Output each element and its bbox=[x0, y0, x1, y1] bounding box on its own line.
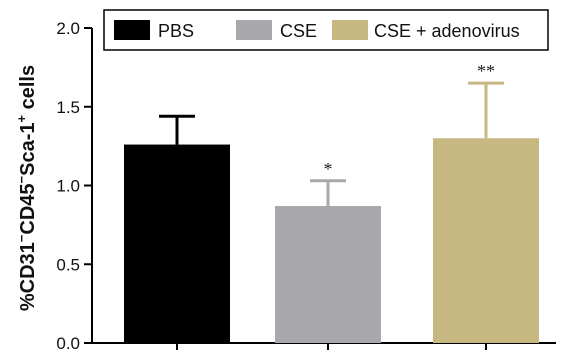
legend-swatch-1 bbox=[236, 20, 272, 40]
y-axis-label-mid2: Sca-1 bbox=[17, 123, 39, 176]
significance-marker-1: * bbox=[324, 159, 333, 179]
legend-swatch-2 bbox=[332, 20, 368, 40]
significance-marker-2: ** bbox=[477, 61, 495, 81]
y-tick-label-1: 0.5 bbox=[56, 255, 80, 274]
y-axis-label-group: %CD31−CD45−Sca-1+ cells bbox=[14, 65, 39, 311]
legend-swatch-0 bbox=[114, 20, 150, 40]
y-axis-label: %CD31−CD45−Sca-1+ cells bbox=[14, 65, 39, 311]
y-tick-label-0: 0.0 bbox=[56, 334, 80, 350]
legend-label-1: CSE bbox=[280, 21, 317, 41]
y-tick-label-2: 1.0 bbox=[56, 177, 80, 196]
bar-0 bbox=[124, 144, 230, 343]
y-tick-label-3: 1.5 bbox=[56, 98, 80, 117]
y-axis-label-sup1: − bbox=[14, 234, 29, 242]
y-axis-label-mid1: CD45 bbox=[17, 183, 39, 234]
y-axis-label-prefix: %CD31 bbox=[17, 242, 39, 311]
bars-group: *** bbox=[124, 61, 539, 343]
bar-2 bbox=[433, 138, 539, 343]
legend: PBS CSE CSE + adenovirus bbox=[103, 9, 549, 51]
legend-box bbox=[103, 9, 549, 51]
y-axis-label-sup3: + bbox=[14, 115, 29, 123]
bar-1 bbox=[275, 205, 381, 343]
legend-label-2: CSE + adenovirus bbox=[374, 21, 520, 41]
y-axis-label-sup2: − bbox=[14, 175, 29, 183]
legend-label-0: PBS bbox=[158, 21, 194, 41]
y-tick-label-4: 2.0 bbox=[56, 19, 80, 38]
y-axis-label-suffix: cells bbox=[17, 65, 39, 115]
